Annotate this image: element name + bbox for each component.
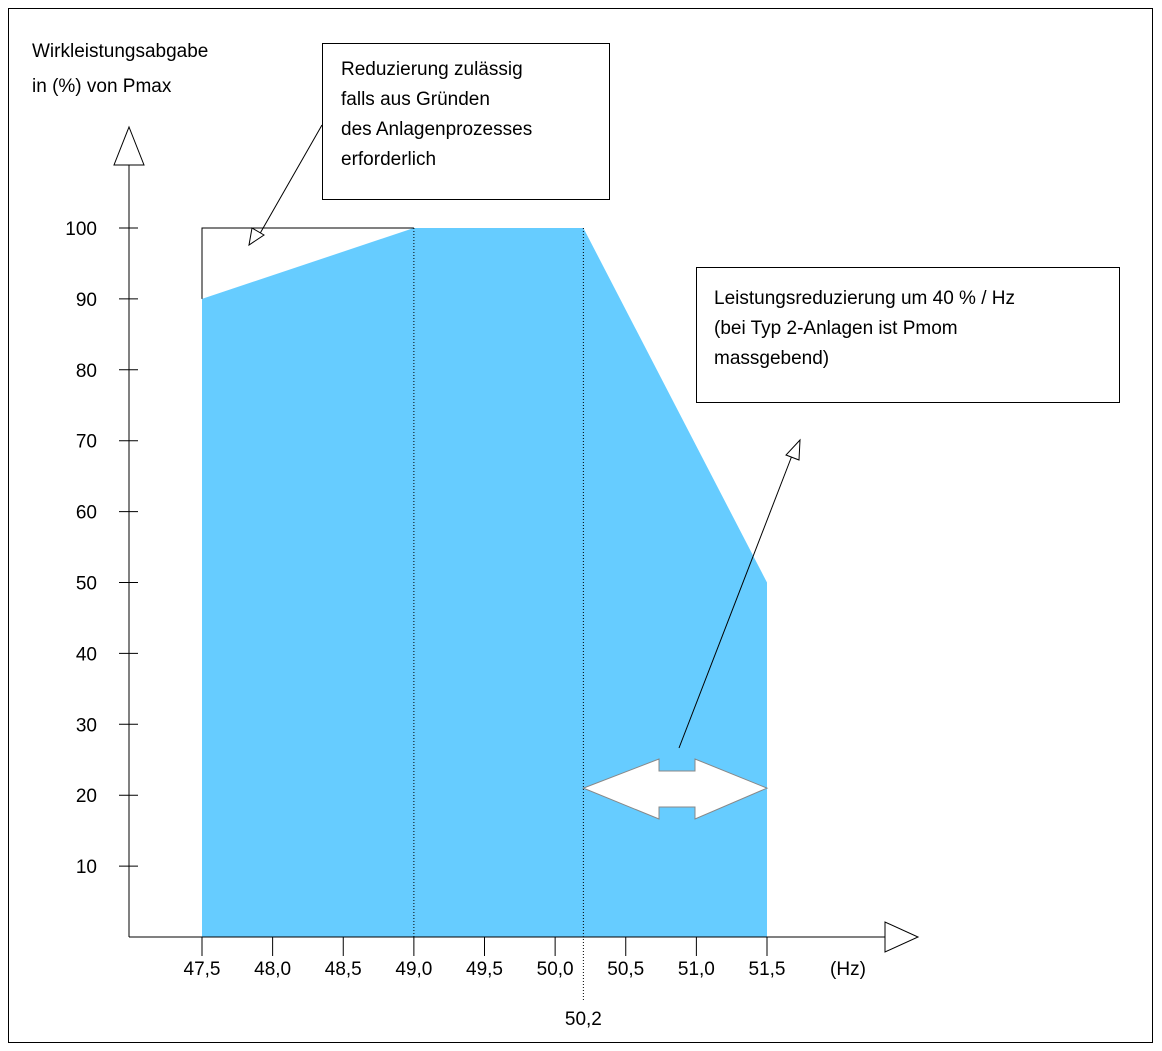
- x-tick-label: 49,5: [466, 959, 503, 980]
- chart-frame: [8, 8, 1153, 1043]
- y-tick-label: 60: [76, 503, 97, 524]
- y-tick-label: 100: [65, 219, 97, 240]
- leader-arrowhead-note2: [785, 438, 801, 461]
- y-tick-label: 70: [76, 432, 97, 453]
- y-tick-label: 50: [76, 574, 97, 595]
- x-tick-label: 51,5: [749, 959, 786, 980]
- annotation-line: (bei Typ 2-Anlagen ist Pmom: [714, 318, 958, 339]
- x-tick-label: 48,0: [254, 959, 291, 980]
- y-tick-label: 40: [76, 644, 97, 665]
- y-axis-label-line-2: in (%) von Pmax: [32, 76, 172, 97]
- annotation-line: massgebend): [714, 348, 830, 369]
- annotation-line: Leistungsreduzierung um 40 % / Hz: [714, 288, 1015, 309]
- y-axis-label-line-1: Wirkleistungsabgabe: [32, 41, 209, 62]
- x-tick-label: 51,0: [678, 959, 715, 980]
- frequency-range-double-arrow: [582, 758, 769, 820]
- marker-label: 50,2: [565, 1009, 602, 1030]
- annotation-line: Reduzierung zulässig: [341, 59, 523, 80]
- y-tick-label: 90: [76, 290, 97, 311]
- leader-arrowhead-note1: [248, 227, 265, 247]
- annotation-power-reduction: Leistungsreduzierung um 40 % / Hz (bei T…: [696, 267, 1120, 403]
- x-tick-label: 47,5: [184, 959, 221, 980]
- y-tick-label: 80: [76, 361, 97, 382]
- annotation-line: erforderlich: [341, 149, 437, 170]
- x-axis-arrow: [884, 921, 920, 953]
- x-tick-label: 48,5: [325, 959, 362, 980]
- y-axis-label: Wirkleistungsabgabe in (%) von Pmax: [32, 34, 208, 104]
- y-tick-label: 30: [76, 715, 97, 736]
- annotation-line: falls aus Gründen: [341, 89, 490, 110]
- reduction-region-outline: [201, 227, 414, 299]
- annotation-line: des Anlagenprozesses: [341, 119, 533, 140]
- annotation-reduction-allowed: Reduzierung zulässig falls aus Gründen d…: [322, 43, 610, 200]
- operating-area: [202, 228, 767, 937]
- y-tick-label: 10: [76, 857, 97, 878]
- x-tick-label: 50,5: [607, 959, 644, 980]
- x-axis-label: (Hz): [830, 959, 866, 980]
- y-axis-arrow: [113, 125, 145, 166]
- y-tick-label: 20: [76, 786, 97, 807]
- leader-line-note1: [257, 124, 323, 238]
- x-tick-label: 49,0: [395, 959, 432, 980]
- x-tick-label: 50,0: [537, 959, 574, 980]
- leader-line-note2: [678, 452, 794, 749]
